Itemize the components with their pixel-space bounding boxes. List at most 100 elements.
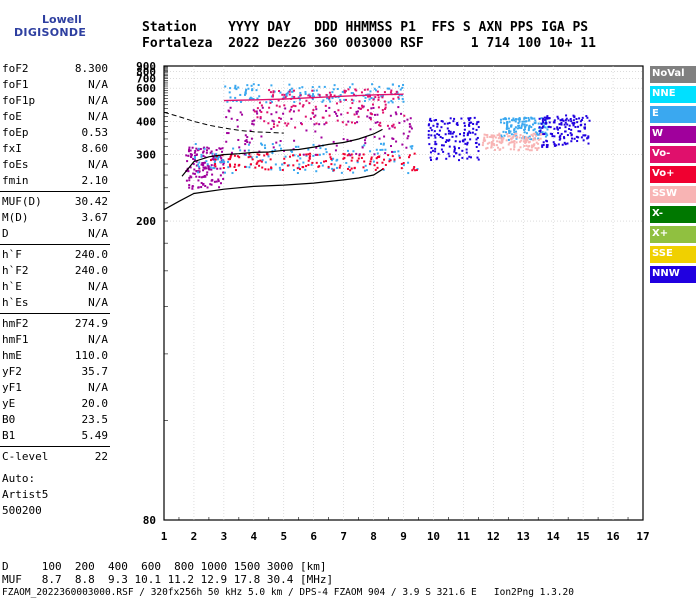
echo-point — [293, 100, 296, 103]
echo-point — [223, 161, 226, 164]
echo-point — [244, 143, 247, 146]
echo-point — [309, 152, 312, 155]
echo-point — [251, 88, 254, 91]
echo-point — [304, 168, 307, 171]
echo-point — [507, 138, 510, 141]
echo-point — [481, 144, 484, 147]
echo-point — [486, 142, 489, 145]
echo-point — [395, 90, 398, 93]
echo-point — [371, 103, 374, 106]
echo-point — [205, 167, 208, 170]
echo-point — [300, 123, 303, 126]
param-name: C-level — [2, 450, 49, 463]
file-info-row: FZAOM_2022360003000.RSF / 320fx256h 50 k… — [2, 587, 574, 598]
echo-point — [245, 139, 248, 142]
echo-point — [392, 137, 395, 140]
echo-point — [400, 167, 403, 170]
echo-point — [195, 153, 198, 156]
echo-point — [323, 123, 326, 126]
echo-point — [366, 88, 369, 91]
echo-point — [519, 134, 522, 137]
echo-point — [247, 156, 250, 159]
echo-point — [477, 126, 480, 129]
echo-point — [346, 138, 349, 141]
echo-point — [446, 122, 449, 125]
echo-point — [293, 89, 296, 92]
echo-point — [473, 116, 476, 119]
echo-point — [572, 124, 575, 127]
echo-point — [398, 85, 401, 88]
echo-point — [301, 166, 304, 169]
echo-point — [537, 142, 540, 145]
echo-point — [278, 116, 281, 119]
echo-point — [342, 152, 345, 155]
echo-point — [455, 152, 458, 155]
echo-point — [553, 127, 556, 130]
param-value: 0.53 — [81, 126, 109, 139]
param-name: M(D) — [2, 211, 29, 224]
param-value: 5.49 — [81, 429, 109, 442]
echo-point — [533, 143, 536, 146]
echo-point — [349, 154, 352, 157]
echo-point — [376, 113, 379, 116]
x-tick-label: 16 — [606, 530, 620, 543]
echo-point — [507, 127, 510, 130]
echo-point — [220, 157, 223, 160]
echo-point — [229, 96, 232, 99]
echo-point — [564, 126, 567, 129]
y-tick-label: 600 — [136, 82, 156, 95]
echo-point — [369, 160, 372, 163]
echo-point — [338, 166, 341, 169]
echo-point — [399, 88, 402, 91]
echo-point — [280, 147, 283, 150]
echo-point — [379, 121, 382, 124]
echo-point — [395, 140, 398, 143]
echo-point — [219, 182, 222, 185]
echo-point — [468, 155, 471, 158]
echo-point — [202, 169, 205, 172]
echo-point — [525, 140, 528, 143]
echo-point — [524, 139, 527, 142]
echo-point — [501, 139, 504, 142]
echo-point — [579, 130, 582, 133]
echo-point — [535, 132, 538, 135]
echo-point — [350, 121, 353, 124]
echo-point — [391, 150, 394, 153]
echo-point — [513, 131, 516, 134]
legend-item-sse: SSE — [650, 246, 696, 263]
auto-l3: 500200 — [2, 504, 42, 517]
echo-point — [274, 149, 277, 152]
echo-point — [190, 153, 193, 156]
echo-point — [191, 187, 194, 190]
echo-point — [533, 117, 536, 120]
echo-point — [351, 92, 354, 95]
echo-point — [328, 106, 331, 109]
echo-point — [298, 87, 301, 90]
echo-point — [544, 121, 547, 124]
echo-point — [365, 169, 368, 172]
echo-point — [533, 128, 536, 131]
echo-point — [439, 135, 442, 138]
echo-point — [397, 97, 400, 100]
echo-point — [187, 150, 190, 153]
auto-l2: Artist5 — [2, 488, 49, 501]
echo-point — [195, 147, 198, 150]
echo-point — [586, 116, 589, 119]
echo-point — [290, 150, 293, 153]
echo-point — [229, 87, 232, 90]
echo-point — [429, 156, 432, 159]
echo-point — [324, 104, 327, 107]
echo-point — [448, 122, 451, 125]
param-fof1p: foF1p N/A — [2, 94, 108, 110]
echo-point — [471, 131, 474, 134]
echo-point — [498, 135, 501, 138]
echo-point — [253, 119, 256, 122]
echo-point — [580, 136, 583, 139]
echo-point — [267, 168, 270, 171]
param-value: N/A — [88, 110, 108, 123]
echo-point — [414, 169, 417, 172]
echo-point — [506, 120, 509, 123]
echo-point — [260, 110, 263, 113]
legend-item-nne: NNE — [650, 86, 696, 103]
param-d: D N/A — [2, 227, 108, 243]
